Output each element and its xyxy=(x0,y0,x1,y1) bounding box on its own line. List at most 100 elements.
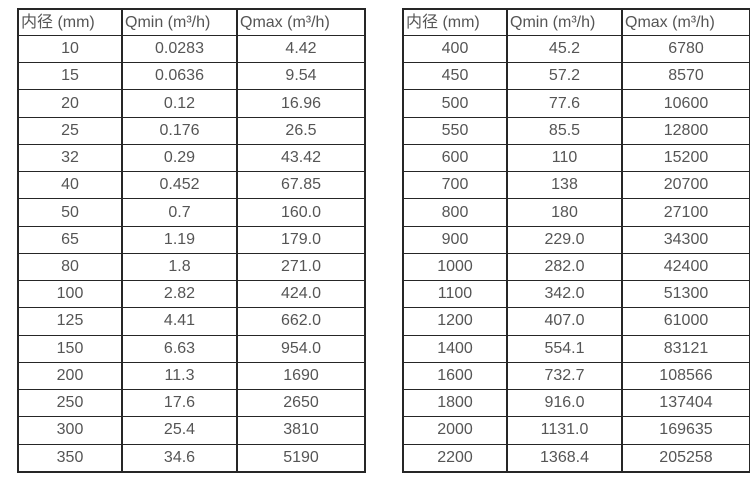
flow-table-large-diameters: 内径 (mm) Qmin (m³/h) Qmax (m³/h) 400 45.2 6780… xyxy=(402,8,750,473)
table-cell: 0.7 xyxy=(121,198,238,227)
table-cell: 40 xyxy=(17,171,123,200)
table-row: 1200 407.0 61000 xyxy=(402,307,750,336)
table-cell: 600 xyxy=(402,143,508,173)
table-cell: 3810 xyxy=(236,416,366,445)
table-cell: 77.6 xyxy=(506,89,623,118)
column-header: Qmax (m³/h) xyxy=(621,8,750,36)
column-header: Qmax (m³/h) xyxy=(236,8,366,36)
table-cell: 10600 xyxy=(621,89,750,118)
table-cell: 205258 xyxy=(621,443,750,473)
header-row: 内径 (mm) Qmin (m³/h) Qmax (m³/h) xyxy=(17,8,366,36)
table-row: 32 0.29 43.42 xyxy=(17,143,366,173)
table-cell: 12800 xyxy=(621,116,750,145)
table-cell: 26.5 xyxy=(236,116,366,145)
table-cell: 1690 xyxy=(236,361,366,391)
table-cell: 65 xyxy=(17,225,123,254)
table-row: 1600 732.7 108566 xyxy=(402,361,750,391)
table-row: 40 0.452 67.85 xyxy=(17,171,366,200)
table-cell: 1800 xyxy=(402,389,508,418)
table-row: 450 57.2 8570 xyxy=(402,62,750,91)
table-row: 1800 916.0 137404 xyxy=(402,389,750,418)
table-cell: 20 xyxy=(17,89,123,118)
table-cell: 15 xyxy=(17,62,123,91)
table-row: 100 2.82 424.0 xyxy=(17,280,366,309)
table-cell: 32 xyxy=(17,143,123,173)
table-cell: 8570 xyxy=(621,62,750,91)
table-cell: 1.8 xyxy=(121,252,238,282)
table-cell: 45.2 xyxy=(506,34,623,64)
table-cell: 15200 xyxy=(621,143,750,173)
table-cell: 138 xyxy=(506,171,623,200)
table-row: 1400 554.1 83121 xyxy=(402,334,750,363)
table-row: 700 138 20700 xyxy=(402,171,750,200)
table-cell: 34.6 xyxy=(121,443,238,473)
table-cell: 10 xyxy=(17,34,123,64)
table-cell: 900 xyxy=(402,225,508,254)
table-cell: 4.41 xyxy=(121,307,238,336)
table-cell: 0.0636 xyxy=(121,62,238,91)
table-cell: 137404 xyxy=(621,389,750,418)
table-cell: 800 xyxy=(402,198,508,227)
table-row: 600 110 15200 xyxy=(402,143,750,173)
table-cell: 51300 xyxy=(621,280,750,309)
table-cell: 300 xyxy=(17,416,123,445)
table-cell: 250 xyxy=(17,389,123,418)
table-cell: 110 xyxy=(506,143,623,173)
table-row: 300 25.4 3810 xyxy=(17,416,366,445)
table-row: 65 1.19 179.0 xyxy=(17,225,366,254)
column-header: Qmin (m³/h) xyxy=(506,8,623,36)
table-cell: 0.452 xyxy=(121,171,238,200)
table-cell: 179.0 xyxy=(236,225,366,254)
table-cell: 100 xyxy=(17,280,123,309)
table-cell: 2200 xyxy=(402,443,508,473)
table-cell: 67.85 xyxy=(236,171,366,200)
table-row: 400 45.2 6780 xyxy=(402,34,750,64)
table-cell: 0.176 xyxy=(121,116,238,145)
table-cell: 27100 xyxy=(621,198,750,227)
table-row: 20 0.12 16.96 xyxy=(17,89,366,118)
table-cell: 1000 xyxy=(402,252,508,282)
table-row: 200 11.3 1690 xyxy=(17,361,366,391)
table-cell: 83121 xyxy=(621,334,750,363)
table-cell: 0.29 xyxy=(121,143,238,173)
table-cell: 271.0 xyxy=(236,252,366,282)
table-row: 900 229.0 34300 xyxy=(402,225,750,254)
table-cell: 5190 xyxy=(236,443,366,473)
table-cell: 1100 xyxy=(402,280,508,309)
table-row: 550 85.5 12800 xyxy=(402,116,750,145)
table-cell: 200 xyxy=(17,361,123,391)
table-cell: 1131.0 xyxy=(506,416,623,445)
table-cell: 57.2 xyxy=(506,62,623,91)
table-cell: 1400 xyxy=(402,334,508,363)
table-row: 2200 1368.4 205258 xyxy=(402,443,750,473)
table-row: 1100 342.0 51300 xyxy=(402,280,750,309)
table-cell: 61000 xyxy=(621,307,750,336)
table-row: 25 0.176 26.5 xyxy=(17,116,366,145)
table-cell: 16.96 xyxy=(236,89,366,118)
table-cell: 43.42 xyxy=(236,143,366,173)
table-row: 80 1.8 271.0 xyxy=(17,252,366,282)
table-cell: 6780 xyxy=(621,34,750,64)
table-cell: 2650 xyxy=(236,389,366,418)
table-cell: 407.0 xyxy=(506,307,623,336)
table-row: 1000 282.0 42400 xyxy=(402,252,750,282)
table-cell: 2000 xyxy=(402,416,508,445)
column-header: 内径 (mm) xyxy=(402,8,508,36)
table-cell: 20700 xyxy=(621,171,750,200)
table-cell: 50 xyxy=(17,198,123,227)
table-cell: 1200 xyxy=(402,307,508,336)
table-row: 15 0.0636 9.54 xyxy=(17,62,366,91)
table-cell: 25.4 xyxy=(121,416,238,445)
table-cell: 2.82 xyxy=(121,280,238,309)
table-cell: 550 xyxy=(402,116,508,145)
column-header: Qmin (m³/h) xyxy=(121,8,238,36)
table-cell: 1.19 xyxy=(121,225,238,254)
table-cell: 125 xyxy=(17,307,123,336)
flow-table-small-diameters: 内径 (mm) Qmin (m³/h) Qmax (m³/h) 10 0.0283 4.4… xyxy=(17,8,366,473)
table-row: 50 0.7 160.0 xyxy=(17,198,366,227)
table-cell: 424.0 xyxy=(236,280,366,309)
header-row: 内径 (mm) Qmin (m³/h) Qmax (m³/h) xyxy=(402,8,750,36)
table-cell: 180 xyxy=(506,198,623,227)
table-row: 350 34.6 5190 xyxy=(17,443,366,473)
